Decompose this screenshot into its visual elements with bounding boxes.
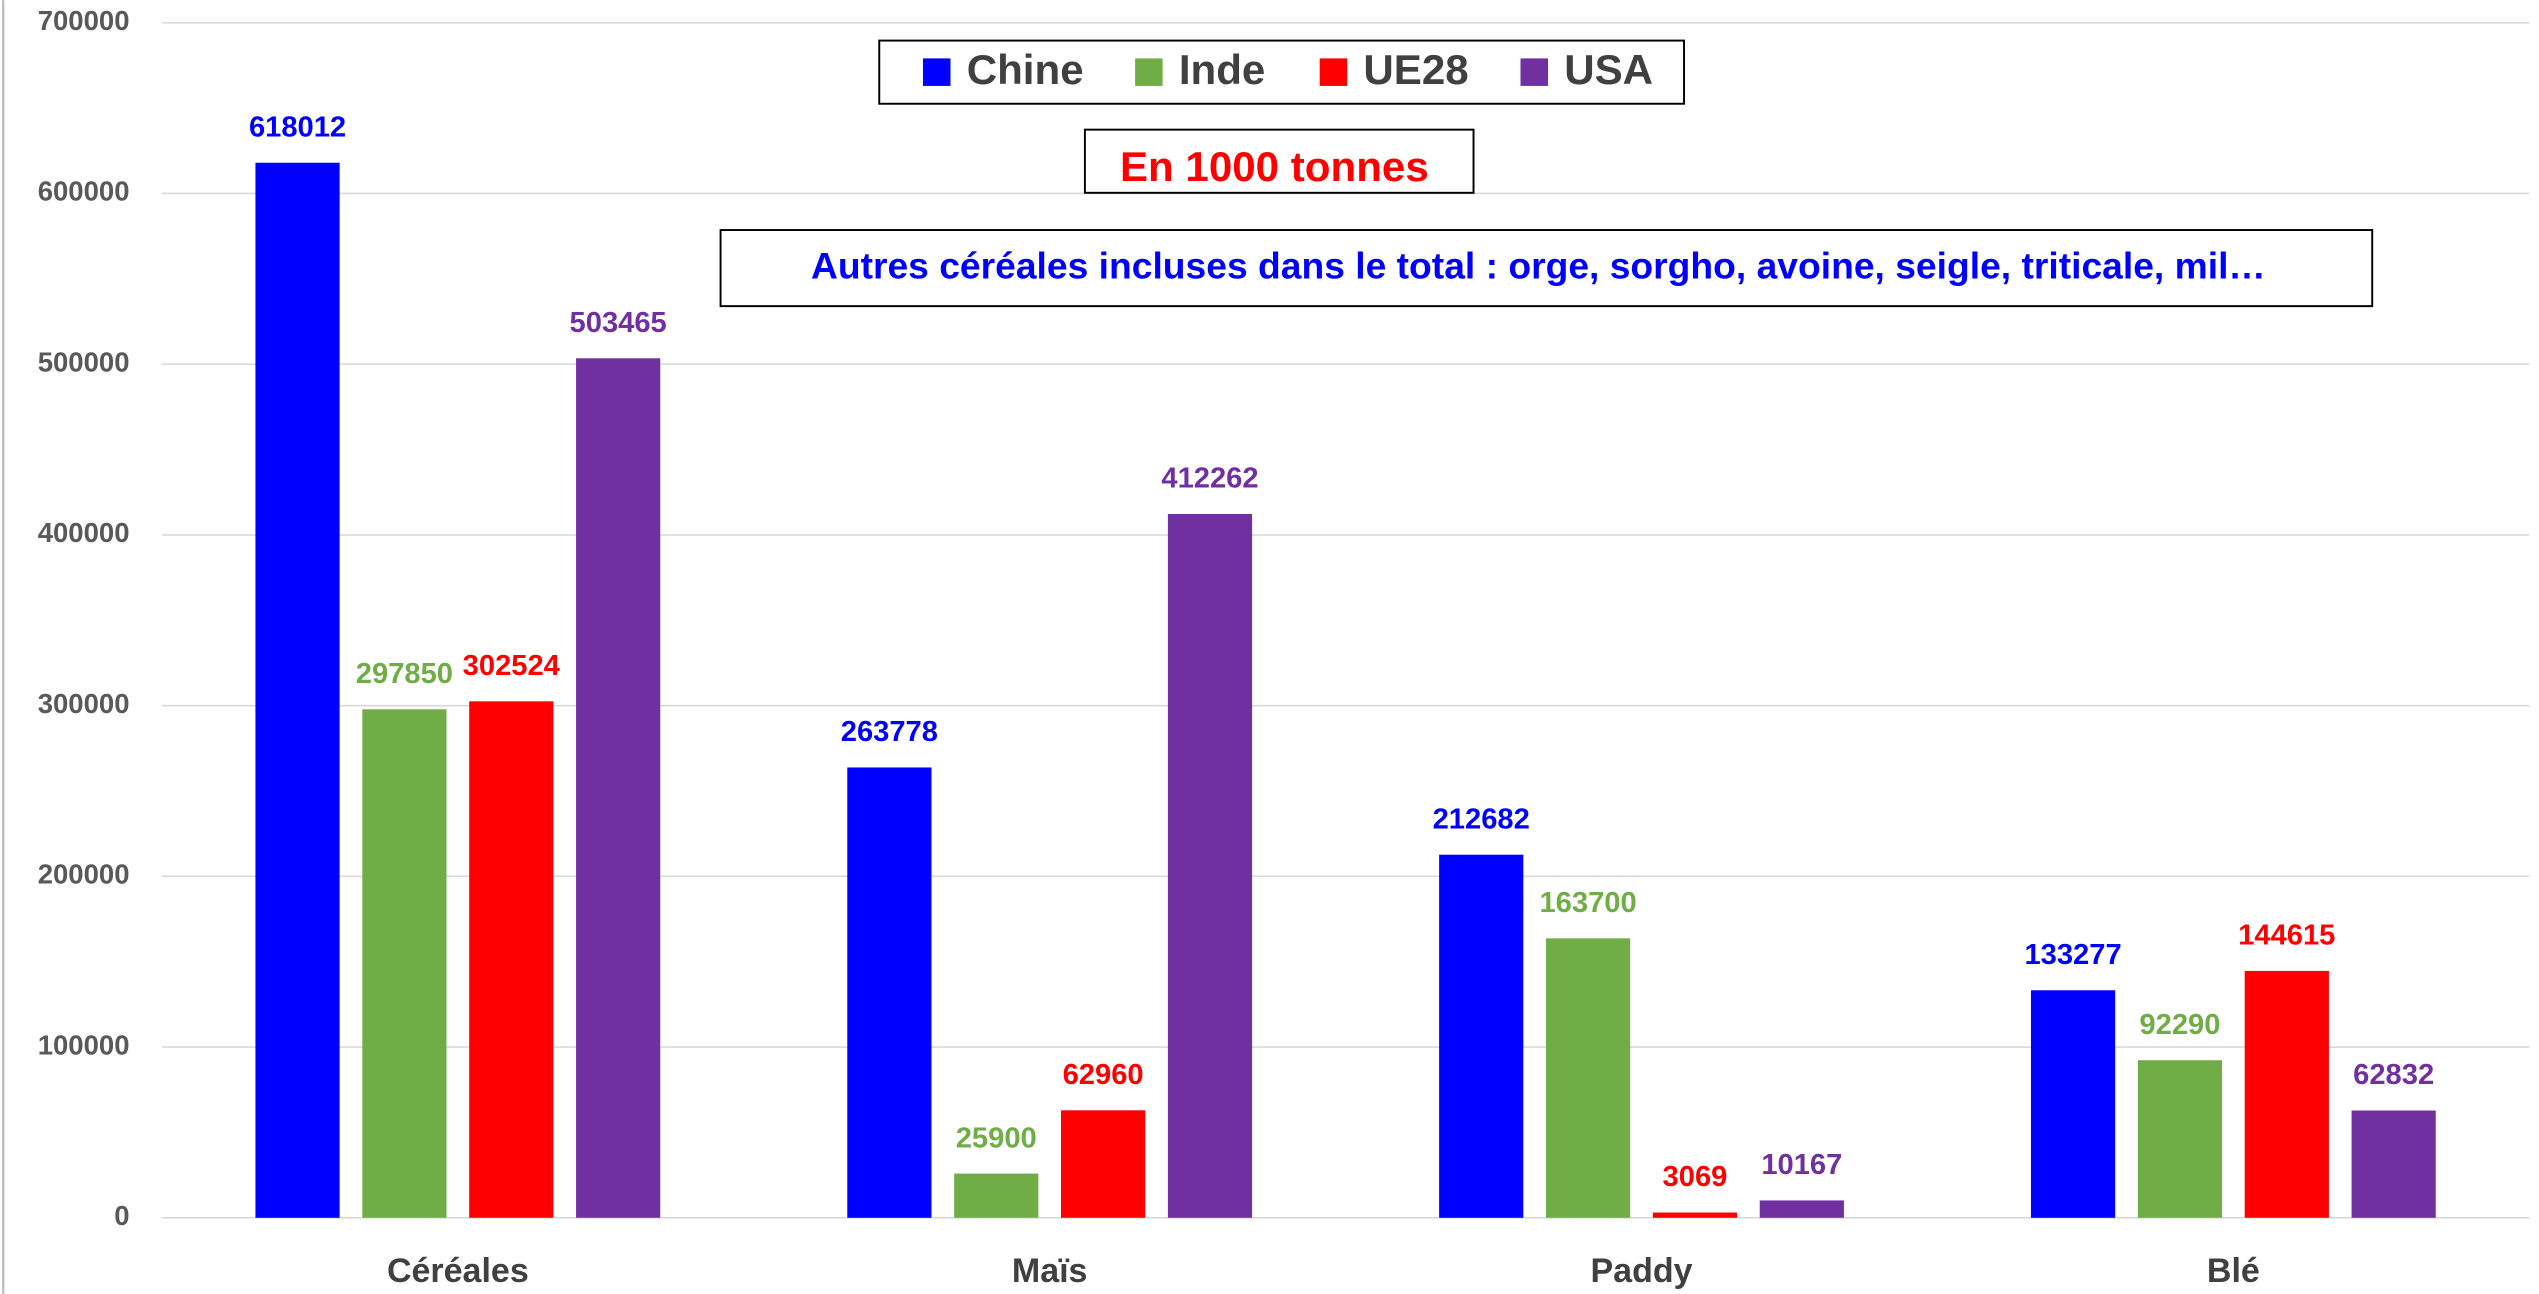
- y-tick-label: 0: [114, 1200, 129, 1231]
- x-tick-label: Blé: [2207, 1252, 2260, 1290]
- legend-swatch: [1520, 58, 1549, 86]
- data-label: 92290: [2139, 1009, 2220, 1041]
- data-label: 302524: [463, 650, 561, 682]
- legend-swatch: [1135, 58, 1163, 86]
- legend: Chine Inde UE28 USA: [922, 46, 1653, 93]
- bar: [2351, 1110, 2436, 1218]
- bars: Céréales 618012 297850 302524 503465 Maïs 2637…: [249, 111, 2436, 1290]
- data-label: 618012: [249, 111, 346, 143]
- legend-label: UE28: [1363, 46, 1468, 93]
- y-tick-label: 700000: [38, 5, 130, 36]
- data-label: 3069: [1663, 1161, 1728, 1193]
- data-label: 503465: [570, 307, 667, 339]
- legend-swatch: [922, 58, 951, 86]
- data-label: 412262: [1161, 463, 1258, 495]
- bar: [1167, 513, 1253, 1218]
- bar: [469, 701, 554, 1218]
- legend-box: [878, 39, 1686, 105]
- bar: [1545, 938, 1631, 1218]
- bar: [255, 162, 340, 1218]
- y-tick-label: 400000: [38, 517, 130, 548]
- data-label: 62832: [2353, 1059, 2434, 1091]
- x-tick-label: Paddy: [1591, 1252, 1693, 1290]
- data-label: 263778: [841, 716, 938, 748]
- data-label: 62960: [1063, 1059, 1144, 1091]
- y-tick-label: 200000: [38, 859, 130, 890]
- y-tick-label: 500000: [38, 346, 130, 377]
- x-tick-label: Maïs: [1012, 1252, 1088, 1290]
- bar: [1652, 1212, 1738, 1218]
- annotation-box: [719, 229, 2374, 308]
- data-label: 133277: [2024, 939, 2121, 971]
- bar: [1759, 1200, 1844, 1218]
- data-label: 212682: [1433, 803, 1530, 835]
- x-tick-label: Céréales: [387, 1252, 529, 1290]
- legend-label: USA: [1564, 46, 1653, 93]
- bar: [362, 709, 447, 1218]
- bar: [1061, 1110, 1146, 1218]
- y-tick-label: 100000: [38, 1029, 130, 1060]
- bar: [847, 767, 932, 1218]
- y-tick-label: 300000: [38, 688, 130, 719]
- bar: [2030, 990, 2116, 1218]
- bar: [2137, 1060, 2223, 1218]
- y-tick-label: 600000: [38, 176, 130, 207]
- data-label: 297850: [356, 658, 453, 690]
- bar: [576, 358, 661, 1218]
- legend-label: Inde: [1179, 46, 1266, 93]
- bar: [1439, 854, 1524, 1218]
- data-label: 25900: [956, 1122, 1037, 1154]
- annotation: En 1000 tonnes: [1120, 143, 1429, 190]
- bar: [954, 1173, 1039, 1218]
- data-label: 163700: [1539, 887, 1636, 919]
- grid: 0 100000 200000 300000 400000 500000 600000 700…: [38, 5, 2530, 1231]
- legend-label: Chine: [967, 46, 1084, 93]
- legend-swatch: [1319, 58, 1348, 86]
- bar: [2244, 970, 2329, 1218]
- annotation: Autres céréales incluses dans le total :…: [811, 245, 2266, 287]
- annotation-box: [1083, 128, 1475, 194]
- data-label: 144615: [2238, 920, 2335, 952]
- data-label: 10167: [1761, 1149, 1842, 1181]
